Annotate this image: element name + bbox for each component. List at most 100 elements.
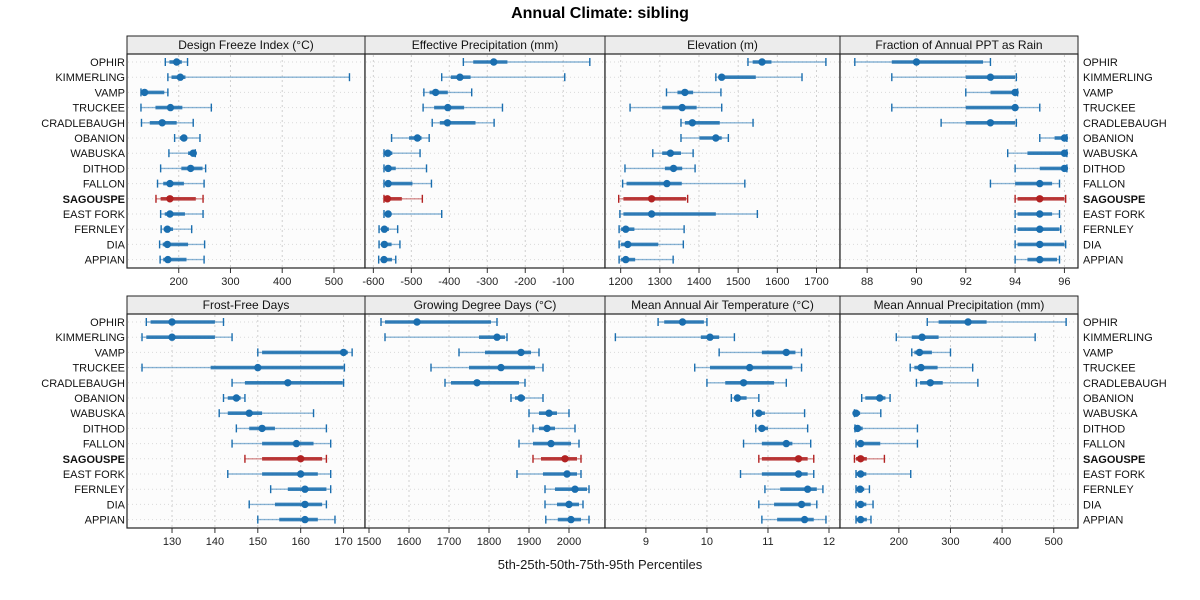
median-dot: [964, 318, 972, 326]
median-dot: [168, 318, 176, 326]
median-dot: [567, 515, 575, 524]
axis-tick-label: 1500: [726, 276, 750, 288]
median-dot: [681, 88, 689, 97]
median-dot: [706, 333, 714, 341]
station-label-left: DITHOD: [83, 163, 125, 175]
axis-tick-label: -500: [400, 276, 422, 288]
axis-tick-label: 1700: [804, 276, 828, 288]
station-label-left: CRADLEBAUGH: [41, 378, 125, 390]
axis-tick-label: 300: [221, 276, 239, 288]
median-dot: [383, 195, 392, 203]
percentile-row-dia: [618, 240, 685, 249]
median-dot: [296, 455, 305, 463]
median-dot: [232, 394, 241, 402]
percentile-row-east-fork: [383, 210, 443, 218]
panel-strip-title: Mean Annual Precipitation (mm): [874, 298, 1045, 312]
panel-border: [839, 53, 1079, 269]
percentile-row-fallon: [989, 179, 1061, 188]
station-label-right: KIMMERLING: [1083, 332, 1153, 344]
station-label-left: OPHIR: [90, 57, 125, 69]
axis-tick-label: 170: [334, 536, 352, 548]
axis-tick-label: 500: [1045, 536, 1063, 548]
percentile-row-kimmerling: [441, 73, 566, 82]
median-dot: [1011, 88, 1019, 97]
percentile-row-fallon: [855, 439, 919, 448]
median-dot: [292, 439, 301, 448]
median-dot: [678, 103, 686, 112]
percentile-row-obanion: [510, 394, 544, 402]
median-dot: [739, 379, 748, 387]
percentile-row-fallon: [383, 179, 433, 188]
percentile-row-dia: [378, 240, 401, 249]
axis-tick-label: 300: [941, 536, 959, 548]
panel-2: Elevation (m) 1200 1300 1400 1500 1600 1700: [604, 35, 841, 288]
percentile-row-vamp: [665, 88, 722, 97]
median-dot: [782, 439, 790, 448]
axis-tick-label: 400: [993, 536, 1011, 548]
percentile-row-obanion: [680, 134, 730, 142]
station-label-left: DIA: [107, 499, 126, 511]
axis-tick-label: 130: [163, 536, 181, 548]
percentile-row-truckee: [891, 103, 1041, 112]
median-dot: [918, 333, 926, 341]
station-label-left: SAGOUSPE: [63, 454, 125, 466]
median-dot: [164, 255, 172, 264]
station-label-right: CRADLEBAUGH: [1083, 118, 1167, 130]
percentile-row-ophir: [380, 318, 498, 326]
percentile-row-truckee: [909, 363, 974, 372]
median-dot: [986, 73, 995, 81]
percentile-row-dia: [758, 500, 818, 509]
panel-background: [365, 314, 605, 528]
percentile-row-cradlebaugh: [915, 378, 979, 387]
median-dot: [666, 149, 675, 157]
station-label-left: KIMMERLING: [55, 72, 125, 84]
panel-background: [365, 54, 605, 268]
station-label-left: TRUCKEE: [72, 363, 125, 375]
percentile-row-fernley: [764, 485, 824, 494]
axis-caption: 5th-25th-50th-75th-95th Percentiles: [497, 557, 703, 572]
median-dot: [758, 424, 766, 433]
median-dot: [853, 424, 862, 433]
percentile-row-fernley: [544, 485, 590, 494]
station-label-left: VAMP: [95, 87, 125, 99]
percentile-row-ophir: [145, 318, 225, 326]
percentile-row-kimmerling: [141, 333, 233, 342]
median-dot: [758, 58, 766, 66]
median-dot: [473, 379, 481, 387]
station-label-left: FERNLEY: [74, 484, 125, 496]
panel-background: [840, 54, 1078, 268]
station-label-right: CRADLEBAUGH: [1083, 378, 1167, 390]
median-dot: [986, 119, 995, 127]
percentile-row-dia: [1014, 240, 1067, 249]
percentile-row-ophir: [462, 58, 591, 66]
median-dot: [876, 394, 884, 402]
axis-tick-label: 1600: [397, 536, 421, 548]
median-dot: [733, 394, 742, 402]
median-dot: [301, 515, 309, 524]
median-dot: [444, 103, 452, 112]
station-label-right: KIMMERLING: [1083, 72, 1153, 84]
percentile-row-appian: [1014, 255, 1061, 264]
station-label-right: VAMP: [1083, 347, 1113, 359]
median-dot: [163, 240, 172, 249]
station-label-right: DITHOD: [1083, 163, 1125, 175]
panel-5: Growing Degree Days (°C) 1500 1600 1700 1800…: [357, 295, 606, 548]
percentile-row-sagouspe: [155, 194, 204, 203]
percentile-row-fernley: [855, 485, 871, 494]
median-dot: [384, 164, 392, 173]
percentile-row-east-fork: [739, 470, 815, 478]
median-dot: [384, 149, 392, 157]
median-dot: [794, 470, 803, 478]
station-label-left: SAGOUSPE: [63, 194, 125, 206]
percentile-row-kimmerling: [167, 73, 351, 82]
percentile-row-cradlebaugh: [940, 118, 1018, 127]
axis-tick-label: 500: [325, 276, 343, 288]
panel-4: Frost-Free Days 130 140 150 160 170: [126, 295, 366, 548]
percentile-row-fallon: [231, 439, 332, 448]
median-dot: [856, 455, 865, 463]
percentile-row-east-fork: [227, 470, 332, 478]
percentile-row-vamp: [140, 88, 169, 97]
panel-background: [127, 314, 365, 528]
panel-background: [127, 54, 365, 268]
median-dot: [380, 255, 388, 264]
